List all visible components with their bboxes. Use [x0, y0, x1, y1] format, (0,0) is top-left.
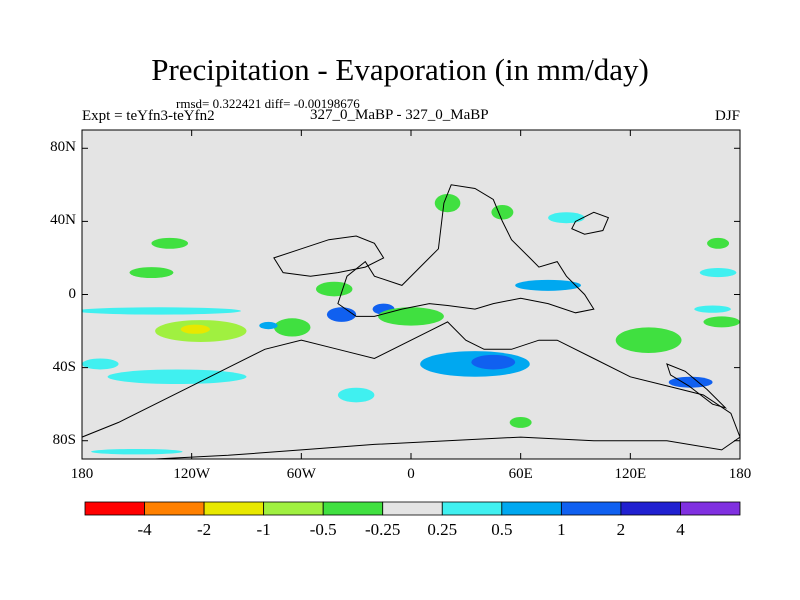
region-africa-north-dry	[434, 193, 461, 213]
region-north-pacific-east-dry	[707, 237, 730, 249]
region-north-pacific-band	[151, 237, 189, 249]
stats-label: rmsd= 0.322421 diff= -0.00198676	[176, 96, 360, 111]
colorbar-box	[620, 501, 681, 516]
region-africa-south-dry	[378, 307, 444, 326]
colorbar-box	[501, 501, 562, 516]
region-east-pacific-dry	[703, 316, 740, 328]
region-tethys-north-wet	[548, 212, 585, 224]
plot-background	[82, 130, 740, 459]
colorbar-box	[263, 501, 324, 516]
colorbar-box	[560, 501, 622, 516]
x-tick-label: 120W	[173, 466, 210, 482]
colorbar-label: -2	[196, 520, 212, 539]
region-south-pacific-wet	[107, 369, 247, 385]
region-atlantic-dry	[315, 281, 353, 297]
y-tick-label: 40N	[50, 212, 76, 229]
x-tick-label: 180	[70, 466, 94, 482]
x-tick-label: 60W	[286, 466, 316, 482]
y-tick-label: 80S	[52, 431, 76, 448]
region-australia-dry	[615, 327, 682, 353]
colorbar-label: -4	[137, 520, 152, 539]
colorbar-box	[382, 501, 443, 516]
colorbar-label: 0.25	[427, 520, 458, 539]
colorbar-box	[680, 501, 741, 516]
region-south-polar-wet	[91, 448, 183, 455]
coastline-siberia	[571, 211, 610, 235]
region-asia-equatorial-wet	[515, 279, 581, 291]
colorbar-label: -0.5	[309, 520, 337, 539]
x-tick-label: 120E	[614, 466, 647, 482]
period-label: 327_0_MaBP - 327_0_MaBP	[310, 107, 489, 123]
colorbar-box	[84, 501, 145, 516]
region-indian-ocean-core	[471, 354, 516, 370]
region-west-pacific-wet	[82, 358, 119, 370]
region-equatorial-pacific-strip	[82, 307, 241, 315]
colorbar-label: 1	[557, 520, 566, 539]
region-west-australia-wet	[668, 376, 713, 388]
colorbar-label: 4	[676, 520, 685, 539]
region-north-pacific-east-wet	[699, 267, 737, 278]
region-south-america-wet	[259, 321, 278, 330]
y-tick-label: 0	[68, 285, 77, 302]
season-label: DJF	[714, 108, 740, 124]
colorbar-box	[203, 501, 265, 516]
x-tick-label: 180	[728, 466, 752, 482]
colorbar-label: -0.25	[365, 520, 401, 539]
region-south-atlantic-patchy	[337, 387, 375, 403]
colorbar-label: 0.5	[491, 520, 513, 539]
colorbar-box	[144, 501, 205, 516]
region-atlantic-wet-core	[326, 307, 357, 322]
x-tick-label: 60E	[508, 466, 533, 482]
coastline-laurussia	[337, 184, 595, 317]
coastline-gondwana	[82, 321, 740, 459]
y-tick-label: 40S	[52, 358, 76, 375]
region-arabia-dry	[491, 204, 514, 220]
colorbar-box	[441, 501, 503, 516]
coastline-north-continent	[273, 235, 385, 277]
region-east-pacific-wet	[694, 305, 731, 313]
experiment-label: Expt = teYfn3-teYfn2	[82, 108, 215, 124]
coastline-east-microcontinent	[666, 363, 728, 409]
region-subtropical-north-pacific	[129, 267, 174, 279]
colorbar-label: 2	[616, 520, 626, 539]
region-south-pacific-core	[180, 324, 210, 334]
chart-title: Precipitation - Evaporation (in mm/day)	[151, 52, 649, 87]
colorbar-label: -1	[256, 520, 271, 539]
region-antarctic-dry	[509, 416, 532, 428]
region-south-america-east	[273, 318, 311, 337]
x-tick-label: 0	[407, 466, 415, 482]
y-tick-label: 80N	[50, 139, 76, 156]
colorbar-box	[322, 501, 384, 516]
